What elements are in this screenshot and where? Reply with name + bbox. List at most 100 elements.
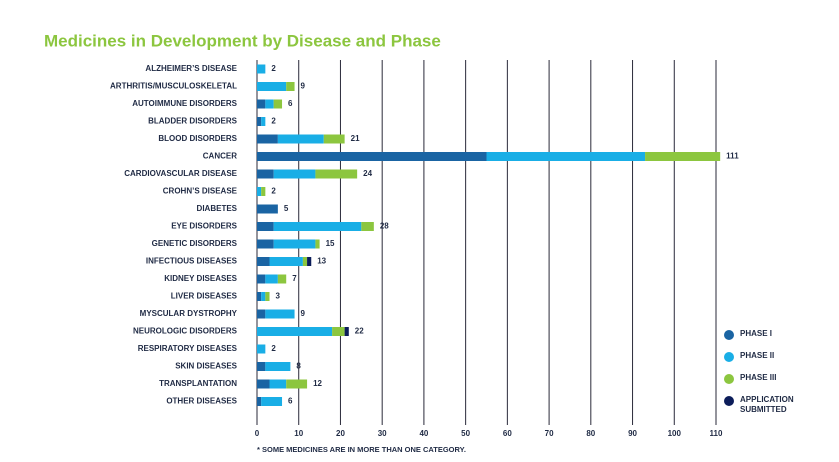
- bar-segment: [265, 362, 291, 371]
- category-label: KIDNEY DISEASES: [164, 274, 237, 283]
- chart-title: Medicines in Development by Disease and …: [44, 31, 441, 50]
- bar-segment: [645, 152, 721, 161]
- bar-segment: [265, 274, 278, 284]
- bar-segment: [332, 327, 345, 336]
- x-tick-label: 60: [503, 429, 512, 438]
- category-label: CANCER: [203, 152, 237, 161]
- category-label: EYE DISORDERS: [171, 222, 237, 231]
- x-tick-label: 110: [710, 429, 723, 438]
- total-label: 6: [288, 99, 293, 108]
- bar-segment: [261, 397, 283, 406]
- total-label: 28: [380, 222, 389, 231]
- category-label: DIABETES: [197, 204, 238, 213]
- footnote: * SOME MEDICINES ARE IN MORE THAN ONE CA…: [257, 445, 466, 454]
- bar-segment: [286, 379, 308, 389]
- bar-segment: [257, 344, 266, 354]
- total-label: 111: [726, 152, 739, 161]
- x-tick-label: 100: [668, 429, 682, 438]
- category-label: ARTHRITIS/MUSCULOSKELETAL: [110, 82, 237, 91]
- x-tick-label: 40: [419, 429, 428, 438]
- bar-segment: [257, 99, 266, 109]
- legend-item: PHASE II: [724, 351, 834, 362]
- category-label: MYSCULAR DYSTROPHY: [140, 309, 238, 318]
- total-label: 2: [271, 117, 276, 126]
- bar-segment: [257, 397, 262, 406]
- bar-segment: [344, 327, 349, 336]
- x-tick-label: 70: [545, 429, 554, 438]
- legend-swatch: [724, 396, 734, 406]
- legend-label: PHASE II: [740, 351, 775, 360]
- bar-segment: [257, 362, 266, 371]
- bar-segment: [257, 187, 262, 196]
- x-tick-label: 20: [336, 429, 345, 438]
- total-label: 7: [292, 274, 297, 283]
- x-tick-label: 80: [586, 429, 595, 438]
- bar-segment: [315, 239, 320, 249]
- legend-label: PHASE I: [740, 329, 773, 338]
- legend-label: PHASE III: [740, 373, 777, 382]
- category-label: OTHER DISEASES: [166, 397, 237, 406]
- bar-segment: [257, 152, 487, 161]
- legend-swatch: [724, 330, 734, 340]
- category-label: CROHN’S DISEASE: [163, 187, 238, 196]
- bar-segment: [257, 222, 274, 231]
- category-label: BLOOD DISORDERS: [158, 134, 237, 143]
- bar-segment: [269, 379, 287, 389]
- category-label: TRANSPLANTATION: [159, 379, 237, 388]
- bar-segment: [273, 169, 316, 179]
- legend-swatch: [724, 374, 734, 384]
- total-label: 8: [296, 362, 301, 371]
- legend: PHASE I PHASE II PHASE III APPLICATION SUBM…: [724, 329, 834, 426]
- bar-segment: [265, 99, 274, 109]
- category-label: AUTOIMMUNE DISORDERS: [132, 99, 237, 108]
- bar-segment: [277, 134, 324, 144]
- bar-segment: [257, 204, 278, 214]
- total-label: 9: [301, 309, 306, 318]
- total-label: 12: [313, 379, 322, 388]
- total-label: 3: [276, 292, 281, 301]
- legend-swatch: [724, 352, 734, 362]
- total-label: 5: [284, 204, 289, 213]
- bar-segment: [361, 222, 374, 231]
- total-label: 6: [288, 397, 293, 406]
- total-label: 21: [351, 134, 360, 143]
- x-tick-label: 30: [378, 429, 387, 438]
- bar-segment: [277, 274, 287, 284]
- bar-segment: [257, 169, 274, 179]
- bar-segment: [257, 239, 274, 249]
- total-label: 2: [271, 344, 276, 353]
- bar-segment: [257, 292, 262, 301]
- bar-segment: [269, 257, 303, 266]
- bar-segment: [273, 222, 362, 231]
- bar-segment: [257, 257, 270, 266]
- total-label: 2: [271, 64, 276, 73]
- legend-item: APPLICATION SUBMITTED: [724, 395, 834, 415]
- total-label: 22: [355, 327, 364, 336]
- x-tick-label: 90: [628, 429, 637, 438]
- bar-segment: [257, 134, 278, 144]
- bar-segment: [486, 152, 646, 161]
- category-label: BLADDER DISORDERS: [148, 117, 238, 126]
- bar-segment: [273, 239, 316, 249]
- legend-item: PHASE III: [724, 373, 834, 384]
- category-label: CARDIOVASCULAR DISEASE: [124, 169, 237, 178]
- legend-item: PHASE I: [724, 329, 834, 340]
- bar-segment: [273, 99, 283, 109]
- x-tick-label: 10: [294, 429, 303, 438]
- total-label: 2: [271, 187, 276, 196]
- total-label: 24: [363, 169, 372, 178]
- category-label: NEUROLOGIC DISORDERS: [133, 327, 238, 336]
- x-tick-label: 0: [255, 429, 260, 438]
- total-label: 13: [317, 257, 326, 266]
- bar-segment: [261, 187, 266, 196]
- legend-label: APPLICATION SUBMITTED: [740, 395, 794, 414]
- total-label: 15: [326, 239, 335, 248]
- bar-segment: [307, 257, 312, 266]
- bar-segment: [323, 134, 345, 144]
- bar-segment: [265, 309, 295, 319]
- category-label: LIVER DISEASES: [171, 292, 238, 301]
- bar-segment: [261, 117, 266, 126]
- bar-segment: [257, 309, 266, 319]
